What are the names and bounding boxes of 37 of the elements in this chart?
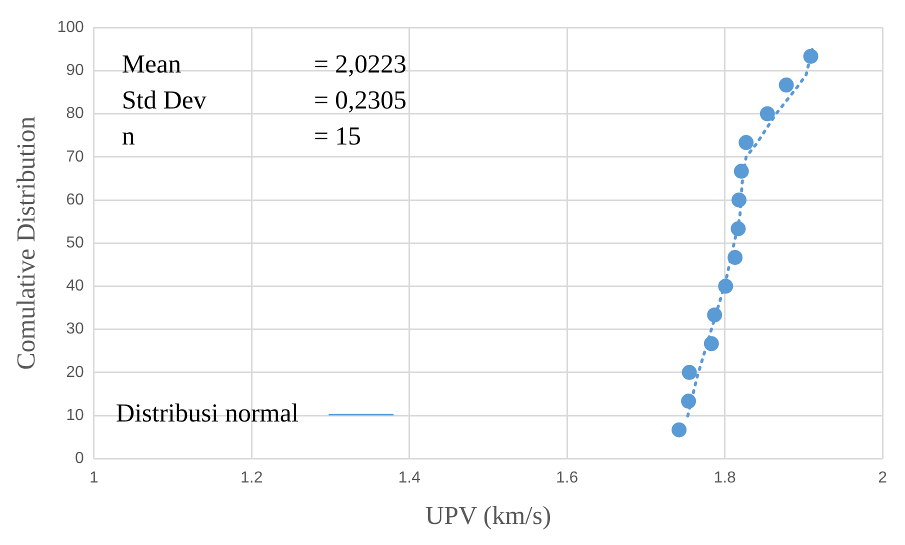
point xyxy=(734,164,749,179)
y-tick-label: 50 xyxy=(66,234,84,252)
point xyxy=(707,307,722,322)
y-tick-label: 80 xyxy=(66,105,84,122)
x-tick-label: 1.2 xyxy=(240,470,263,487)
point xyxy=(672,422,687,438)
legend-label: Distribusi normal xyxy=(116,398,299,428)
y-axis-title: Comulative Distribution xyxy=(11,116,40,370)
point xyxy=(803,48,818,64)
point xyxy=(682,364,697,380)
point xyxy=(738,135,754,150)
x-tick-label: 2 xyxy=(878,470,888,487)
y-tick-label: 40 xyxy=(66,278,84,295)
point xyxy=(704,336,719,352)
y-tick-label: 0 xyxy=(74,450,84,468)
text: Mean = 2,0223 xyxy=(122,49,407,78)
x-tick-label: 1.8 xyxy=(714,470,736,487)
point xyxy=(681,394,696,409)
point xyxy=(732,192,747,208)
y-tick-label: 100 xyxy=(57,19,84,36)
y-tick-label: 90 xyxy=(66,62,84,80)
x-tick-label: 1.4 xyxy=(398,470,421,487)
point xyxy=(778,78,794,93)
x-tick-label: 1 xyxy=(89,470,98,487)
x-axis-title: UPV (km/s) xyxy=(425,501,552,530)
y-tick-label: 20 xyxy=(66,364,84,381)
y-tick-label: 60 xyxy=(66,191,84,208)
y-tick-label: 70 xyxy=(66,148,84,166)
x-tick-label: 1.6 xyxy=(556,470,578,487)
text: Std Dev = 0,2305 xyxy=(122,85,407,114)
point xyxy=(760,106,775,122)
point xyxy=(728,250,743,265)
point xyxy=(730,221,746,236)
y-tick-label: 30 xyxy=(66,320,84,338)
y-tick-label: 10 xyxy=(66,406,84,424)
text: n = 15 xyxy=(122,121,362,150)
point xyxy=(718,278,734,294)
